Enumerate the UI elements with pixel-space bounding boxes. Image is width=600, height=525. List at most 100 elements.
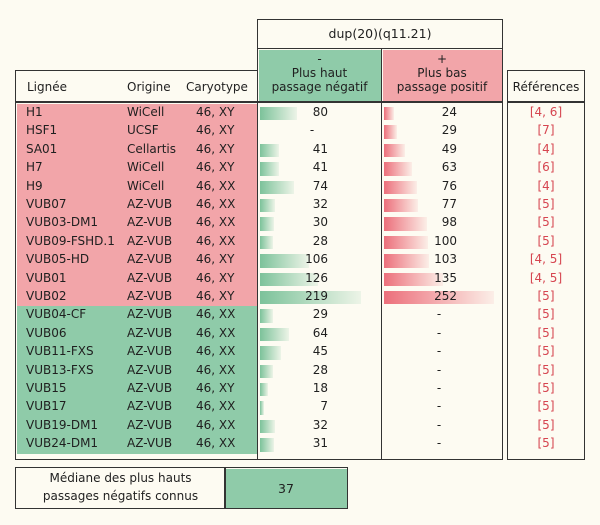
neg-header-line1: Plus haut [291,65,348,80]
row-band [16,306,257,326]
neg-bar [260,327,290,342]
cell-caryotype: 46, XX [196,233,236,248]
cell-lignee: VUB17 [26,399,67,414]
row-band [16,196,257,215]
neg-header-sign: - [317,51,322,66]
cell-lignee: H9 [26,178,43,193]
cell-pos: 77 [441,197,457,211]
neg-bar [260,364,273,378]
cell-neg: 126 [305,270,328,285]
header-divider-ref [507,101,585,103]
row-band [16,140,257,160]
pos-bar [384,107,395,121]
pos-header: + Plus bas passage positif [382,49,502,102]
row-band [16,343,257,362]
cell-ref: [5] [537,307,555,322]
cell-ref: [5] [537,233,555,248]
cell-pos: 135 [434,270,457,285]
cell-pos: - [436,399,442,414]
row-band [16,251,257,270]
cell-lignee: VUB19-DM1 [26,417,99,432]
cell-lignee: VUB24-DM1 [26,436,99,451]
row-band [16,288,257,307]
cell-pos: - [436,325,442,340]
cell-lignee: H7 [26,160,43,175]
pos-bar [384,143,406,158]
cell-lignee: VUB01 [26,270,67,285]
cell-origine: AZ-VUB [127,307,173,322]
cell-neg: 106 [305,252,328,267]
cell-caryotype: 46, XX [196,362,236,377]
cell-caryotype: 46, XY [196,270,235,285]
cell-lignee: SA01 [26,141,58,156]
row-band [16,159,257,178]
cell-lignee: H1 [26,105,43,119]
col-origine: Origine [127,80,171,94]
neg-bar [260,291,361,305]
neg-bar [260,272,318,286]
cell-pos: 98 [441,215,457,230]
cell-ref: [4, 5] [529,270,563,285]
neg-bar [260,438,275,452]
cell-caryotype: 46, XY [196,289,235,303]
pos-bar [384,235,428,250]
cell-origine: WiCell [127,160,165,175]
row-band [16,435,257,454]
cell-neg: 219 [305,289,328,303]
cell-caryotype: 46, XX [196,417,236,432]
header-divider-left [15,101,258,103]
cell-pos: - [436,417,442,432]
cell-origine: AZ-VUB [127,344,173,359]
pos-bar [384,254,429,268]
cell-pos: - [436,362,442,377]
cell-pos: 252 [434,289,457,303]
row-band [16,380,257,399]
row-band [16,269,257,289]
row-band [16,416,257,436]
cell-neg: 41 [312,141,328,156]
cell-ref: [5] [537,399,555,414]
cell-origine: AZ-VUB [127,197,173,211]
cell-caryotype: 46, XY [196,123,235,138]
cell-neg: 32 [312,197,328,211]
row-band [16,122,257,142]
cell-origine: AZ-VUB [127,233,173,248]
cell-ref: [4, 6] [529,105,563,119]
cell-pos: 63 [441,160,457,175]
cell-origine: AZ-VUB [127,215,173,230]
neg-bar [260,107,297,121]
row-band [16,177,257,197]
cell-caryotype: 46, XX [196,325,236,340]
pos-header-line1: Plus bas [417,65,467,80]
cell-origine: AZ-VUB [127,417,173,432]
cell-neg: 45 [312,344,328,359]
neg-bar [260,235,273,250]
mediane-divider [224,467,226,509]
neg-bar [260,217,274,231]
mediane-value: 37 [278,480,294,496]
cell-neg: 28 [312,233,328,248]
pos-bar [384,125,397,139]
pos-bar [384,180,418,194]
neg-bar [260,199,275,213]
cell-lignee: VUB03-DM1 [26,215,99,230]
cell-origine: UCSF [127,123,159,138]
cell-origine: AZ-VUB [127,325,173,340]
cell-origine: AZ-VUB [127,436,173,451]
cell-pos: - [436,307,442,322]
cell-origine: Cellartis [127,141,177,156]
cell-ref: [4] [537,178,555,193]
cell-ref: [5] [537,215,555,230]
cell-pos: 49 [441,141,457,156]
cell-neg: 32 [312,417,328,432]
col-references: Références [512,80,580,94]
cell-ref: [6] [537,160,555,175]
cell-pos: 29 [441,123,457,138]
cell-caryotype: 46, XY [196,160,235,175]
neg-header: - Plus haut passage négatif [258,49,381,102]
cell-origine: AZ-VUB [127,399,173,414]
cell-pos: 103 [434,252,457,267]
cell-caryotype: 46, XY [196,141,235,156]
cell-ref: [5] [537,197,555,211]
mediane-label: Médiane des plus hauts passages négatifs… [17,469,225,507]
